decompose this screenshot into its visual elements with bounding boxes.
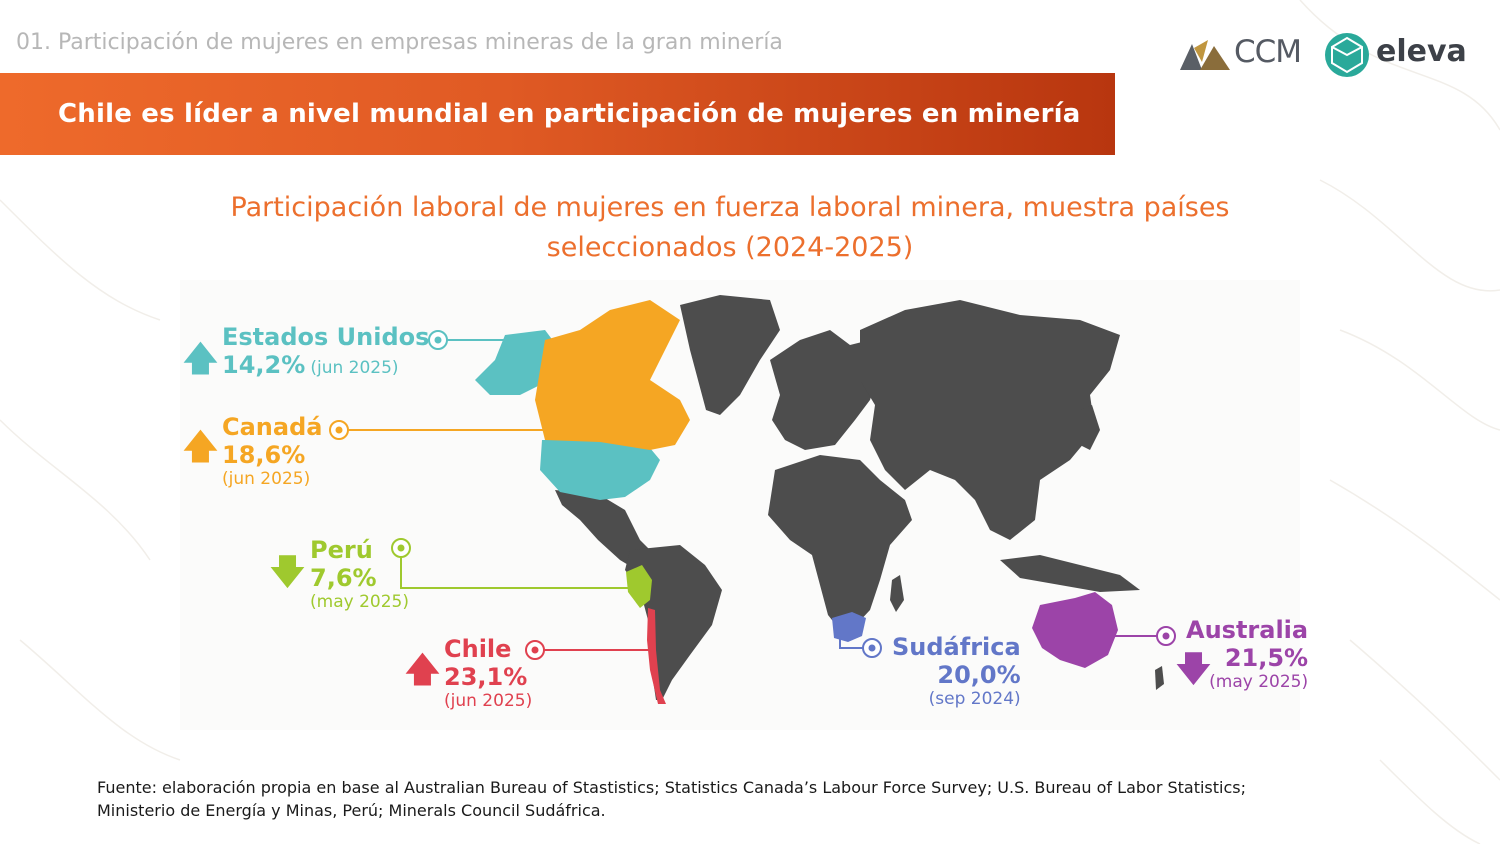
us-value: 14,2% (222, 351, 306, 379)
canada-shape (535, 300, 690, 450)
australia-shape (1032, 592, 1118, 668)
south-africa-label: Sudáfrica 20,0% (sep 2024) (892, 633, 1021, 709)
south-africa-value: 20,0% (937, 661, 1021, 689)
australia-trend-arrow-icon: 🡇 (1176, 649, 1211, 689)
peru-name: Perú (310, 536, 373, 564)
map-title-line-1: Participación laboral de mujeres en fuer… (230, 192, 1230, 223)
australia-marker-center (1162, 632, 1170, 640)
europe-shape (770, 330, 880, 450)
chile-marker-center (531, 646, 539, 654)
us-marker-center (434, 336, 442, 344)
eleva-logo-mark-icon (1325, 33, 1369, 77)
us-date: (jun 2025) (310, 358, 399, 378)
us-trend-arrow-icon: 🡅 (183, 339, 218, 379)
canada-date: (jun 2025) (222, 469, 311, 489)
south-africa-name: Sudáfrica (892, 633, 1021, 661)
australia-label: Australia 21,5% (may 2025) (1186, 616, 1308, 692)
greenland-shape (680, 295, 780, 415)
source-note: Fuente: elaboración propia en base al Au… (97, 776, 1347, 822)
japan-shape (1080, 405, 1100, 450)
peru-leader-line (400, 548, 628, 589)
indonesia-shape (1000, 555, 1140, 592)
peru-trend-arrow-icon: 🡇 (270, 552, 305, 592)
australia-value: 21,5% (1224, 644, 1309, 672)
us-label: Estados Unidos 14,2% (jun 2025) (222, 323, 429, 379)
canada-label: Canadá 18,6% (jun 2025) (222, 413, 322, 489)
chile-date: (jun 2025) (444, 691, 533, 711)
canada-value: 18,6% (222, 441, 306, 469)
madagascar-shape (890, 575, 904, 612)
eleva-logo: eleva (1324, 32, 1467, 80)
eleva-logo-text: eleva (1376, 34, 1467, 69)
africa-shape (768, 455, 912, 630)
map-title-line-2: seleccionados (2024-2025) (546, 232, 914, 263)
south-africa-leader-line (839, 630, 872, 649)
canada-name: Canadá (222, 413, 323, 441)
peru-date: (may 2025) (310, 592, 409, 612)
headline-text: Chile es líder a nivel mundial en partic… (58, 99, 1081, 129)
chile-label: Chile 23,1% (jun 2025) (444, 635, 532, 711)
us-name: Estados Unidos (222, 323, 430, 351)
source-line-1: Fuente: elaboración propia en base al Au… (97, 778, 1247, 797)
australia-name: Australia (1186, 616, 1309, 644)
headline-banner: Chile es líder a nivel mundial en partic… (0, 73, 1115, 155)
south-africa-date: (sep 2024) (928, 689, 1021, 709)
source-line-2: Ministerio de Energía y Minas, Perú; Min… (97, 801, 606, 820)
peru-value: 7,6% (310, 564, 377, 592)
peru-marker-center (397, 544, 405, 552)
ccm-logo: CCM (1178, 34, 1302, 74)
peru-label: Perú 7,6% (may 2025) (310, 536, 409, 612)
chile-trend-arrow-icon: 🡅 (405, 650, 440, 690)
us-shape (475, 330, 660, 500)
australia-date: (may 2025) (1209, 672, 1309, 692)
chile-shape (647, 608, 666, 704)
ccm-logo-mark-icon (1180, 40, 1230, 70)
chile-name: Chile (444, 635, 512, 663)
chile-value: 23,1% (444, 663, 528, 691)
new-zealand-shape (1155, 666, 1164, 690)
south-africa-marker-center (868, 644, 876, 652)
peru-shape (626, 565, 652, 608)
section-label: 01. Participación de mujeres en empresas… (16, 30, 783, 55)
map-title: Participación laboral de mujeres en fuer… (180, 188, 1280, 268)
canada-trend-arrow-icon: 🡅 (183, 427, 218, 467)
ccm-logo-text: CCM (1234, 34, 1302, 70)
canada-marker-center (335, 426, 343, 434)
asia-shape (860, 300, 1120, 540)
